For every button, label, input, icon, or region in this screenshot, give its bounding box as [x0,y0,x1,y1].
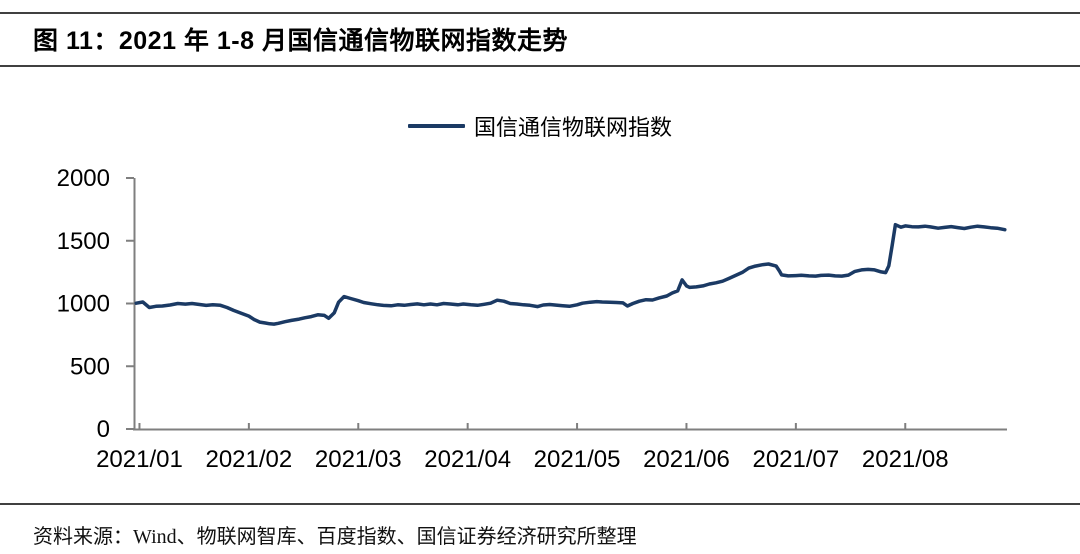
x-tick-label: 2021/03 [315,446,402,473]
x-tick-label: 2021/04 [424,446,511,473]
chart-legend: 国信通信物联网指数 [0,110,1080,142]
y-tick-label: 0 [97,416,110,443]
series-line [134,222,1007,326]
y-tick-label: 1500 [57,228,110,255]
y-tick-label: 2000 [57,165,110,192]
figure-title: 图 11：2021 年 1-8 月国信通信物联网指数走势 [33,27,568,55]
y-tick-label: 1000 [57,291,110,318]
x-tick-label: 2021/08 [862,446,949,473]
title-rule [0,65,1080,67]
x-tick-label: 2021/06 [643,446,730,473]
source-note: 资料来源：Wind、物联网智库、百度指数、国信证券经济研究所整理 [33,526,637,548]
x-tick-label: 2021/07 [752,446,839,473]
x-tick-label: 2021/01 [96,446,183,473]
legend-line-swatch [407,124,465,128]
x-tick-label: 2021/05 [534,446,621,473]
top-rule [0,12,1080,14]
legend-series-label: 国信通信物联网指数 [473,115,672,140]
y-tick-label: 500 [70,353,110,380]
x-tick-label: 2021/02 [205,446,292,473]
bottom-rule [0,503,1080,505]
